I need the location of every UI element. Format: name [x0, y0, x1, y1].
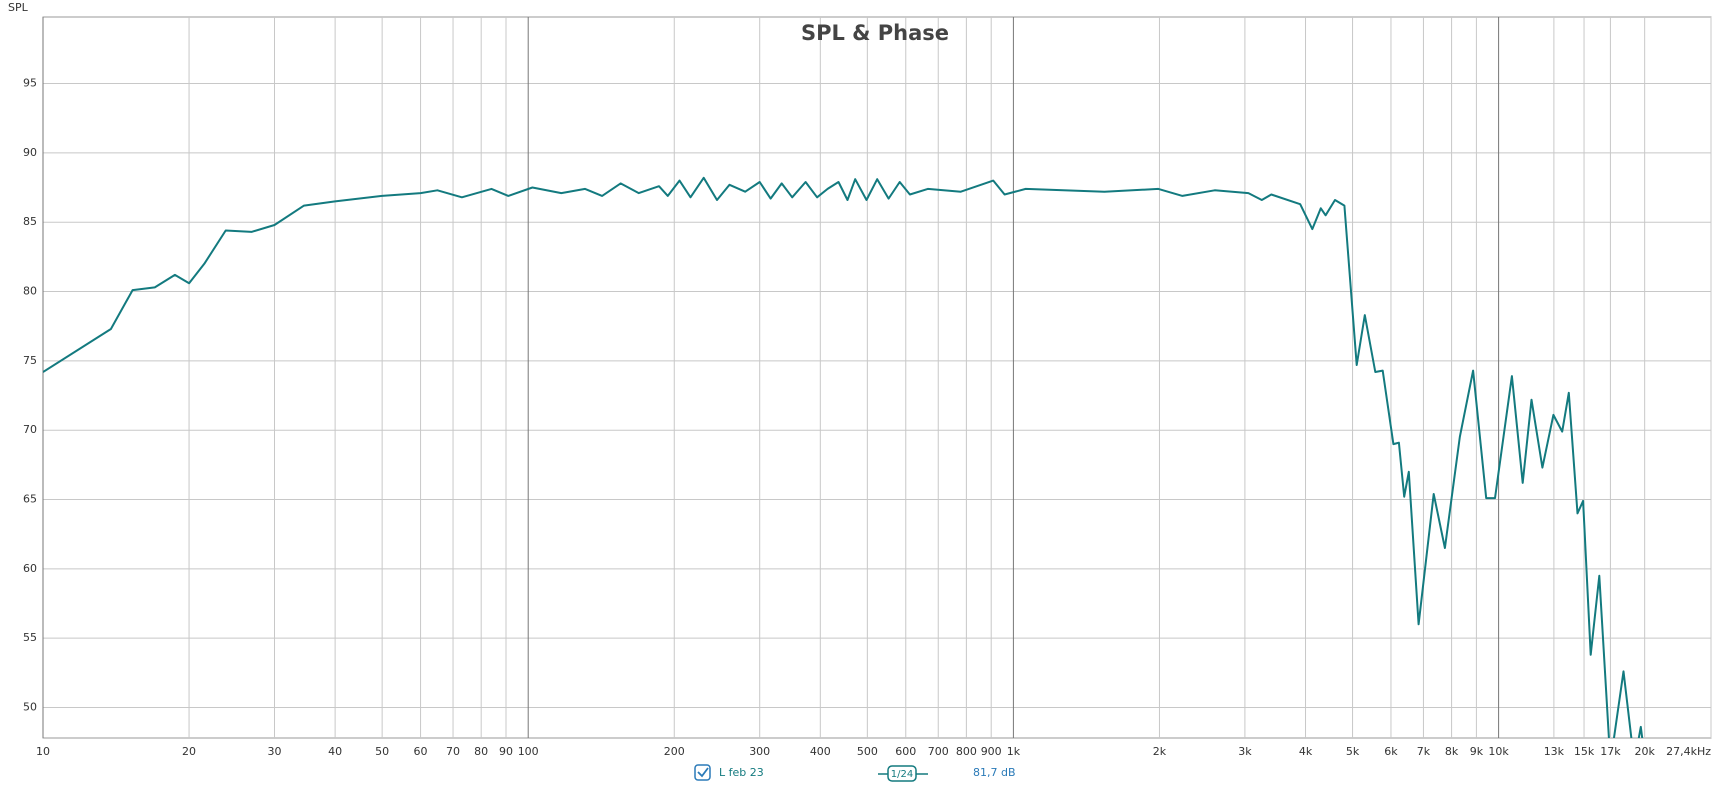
x-tick-label: 27,4kHz	[1666, 745, 1711, 758]
x-tick-label: 8k	[1445, 745, 1459, 758]
y-tick-label: 80	[23, 285, 37, 298]
x-tick-label: 20k	[1634, 745, 1655, 758]
x-tick-label: 200	[664, 745, 685, 758]
x-tick-label: 50	[375, 745, 389, 758]
y-axis-label: SPL	[8, 1, 29, 14]
chart-title: SPL & Phase	[801, 21, 949, 45]
x-tick-label: 3k	[1238, 745, 1252, 758]
plot-area	[42, 16, 1712, 739]
x-tick-label: 70	[446, 745, 460, 758]
x-tick-label: 80	[474, 745, 488, 758]
x-tick-label: 700	[928, 745, 949, 758]
grid	[42, 17, 1712, 738]
x-tick-label: 6k	[1384, 745, 1398, 758]
x-tick-label: 100	[518, 745, 539, 758]
x-tick-label: 60	[414, 745, 428, 758]
smoothing-label: 1/24	[891, 769, 913, 780]
legend-checkbox[interactable]	[694, 764, 711, 781]
legend-level: 81,7 dB	[973, 766, 1016, 779]
x-tick-label: 900	[981, 745, 1002, 758]
x-tick-label: 2k	[1153, 745, 1167, 758]
legend: L feb 23 1/24 81,7 dB	[694, 764, 1016, 782]
legend-entry: L feb 23	[719, 766, 764, 779]
x-tick-label: 30	[267, 745, 281, 758]
x-tick-label: 9k	[1470, 745, 1484, 758]
x-tick-label: 500	[857, 745, 878, 758]
x-tick-label: 600	[895, 745, 916, 758]
y-tick-label: 65	[23, 493, 37, 506]
x-tick-label: 5k	[1346, 745, 1360, 758]
x-tick-label: 10k	[1488, 745, 1509, 758]
x-tick-label: 15k	[1574, 745, 1595, 758]
x-tick-label: 400	[810, 745, 831, 758]
y-tick-label: 50	[23, 700, 37, 713]
y-tick-label: 90	[23, 146, 37, 159]
y-tick-label: 70	[23, 423, 37, 436]
y-tick-label: 95	[23, 77, 37, 90]
check-mark	[697, 767, 709, 778]
x-tick-label: 20	[182, 745, 196, 758]
data-line	[43, 176, 1644, 738]
x-tick-label: 800	[956, 745, 977, 758]
x-tick-label: 1k	[1007, 745, 1021, 758]
y-tick-label: 60	[23, 562, 37, 575]
x-tick-label: 90	[499, 745, 513, 758]
y-tick-label: 75	[23, 354, 37, 367]
smoothing-box[interactable]	[887, 765, 917, 782]
x-tick-label: 40	[328, 745, 342, 758]
x-tick-label: 10	[36, 745, 50, 758]
y-tick-label: 55	[23, 631, 37, 644]
y-tick-label: 85	[23, 215, 37, 228]
x-tick-label: 7k	[1417, 745, 1431, 758]
x-tick-label: 300	[749, 745, 770, 758]
x-tick-label: 4k	[1299, 745, 1313, 758]
x-tick-label: 17k	[1600, 745, 1621, 758]
x-tick-label: 13k	[1544, 745, 1565, 758]
